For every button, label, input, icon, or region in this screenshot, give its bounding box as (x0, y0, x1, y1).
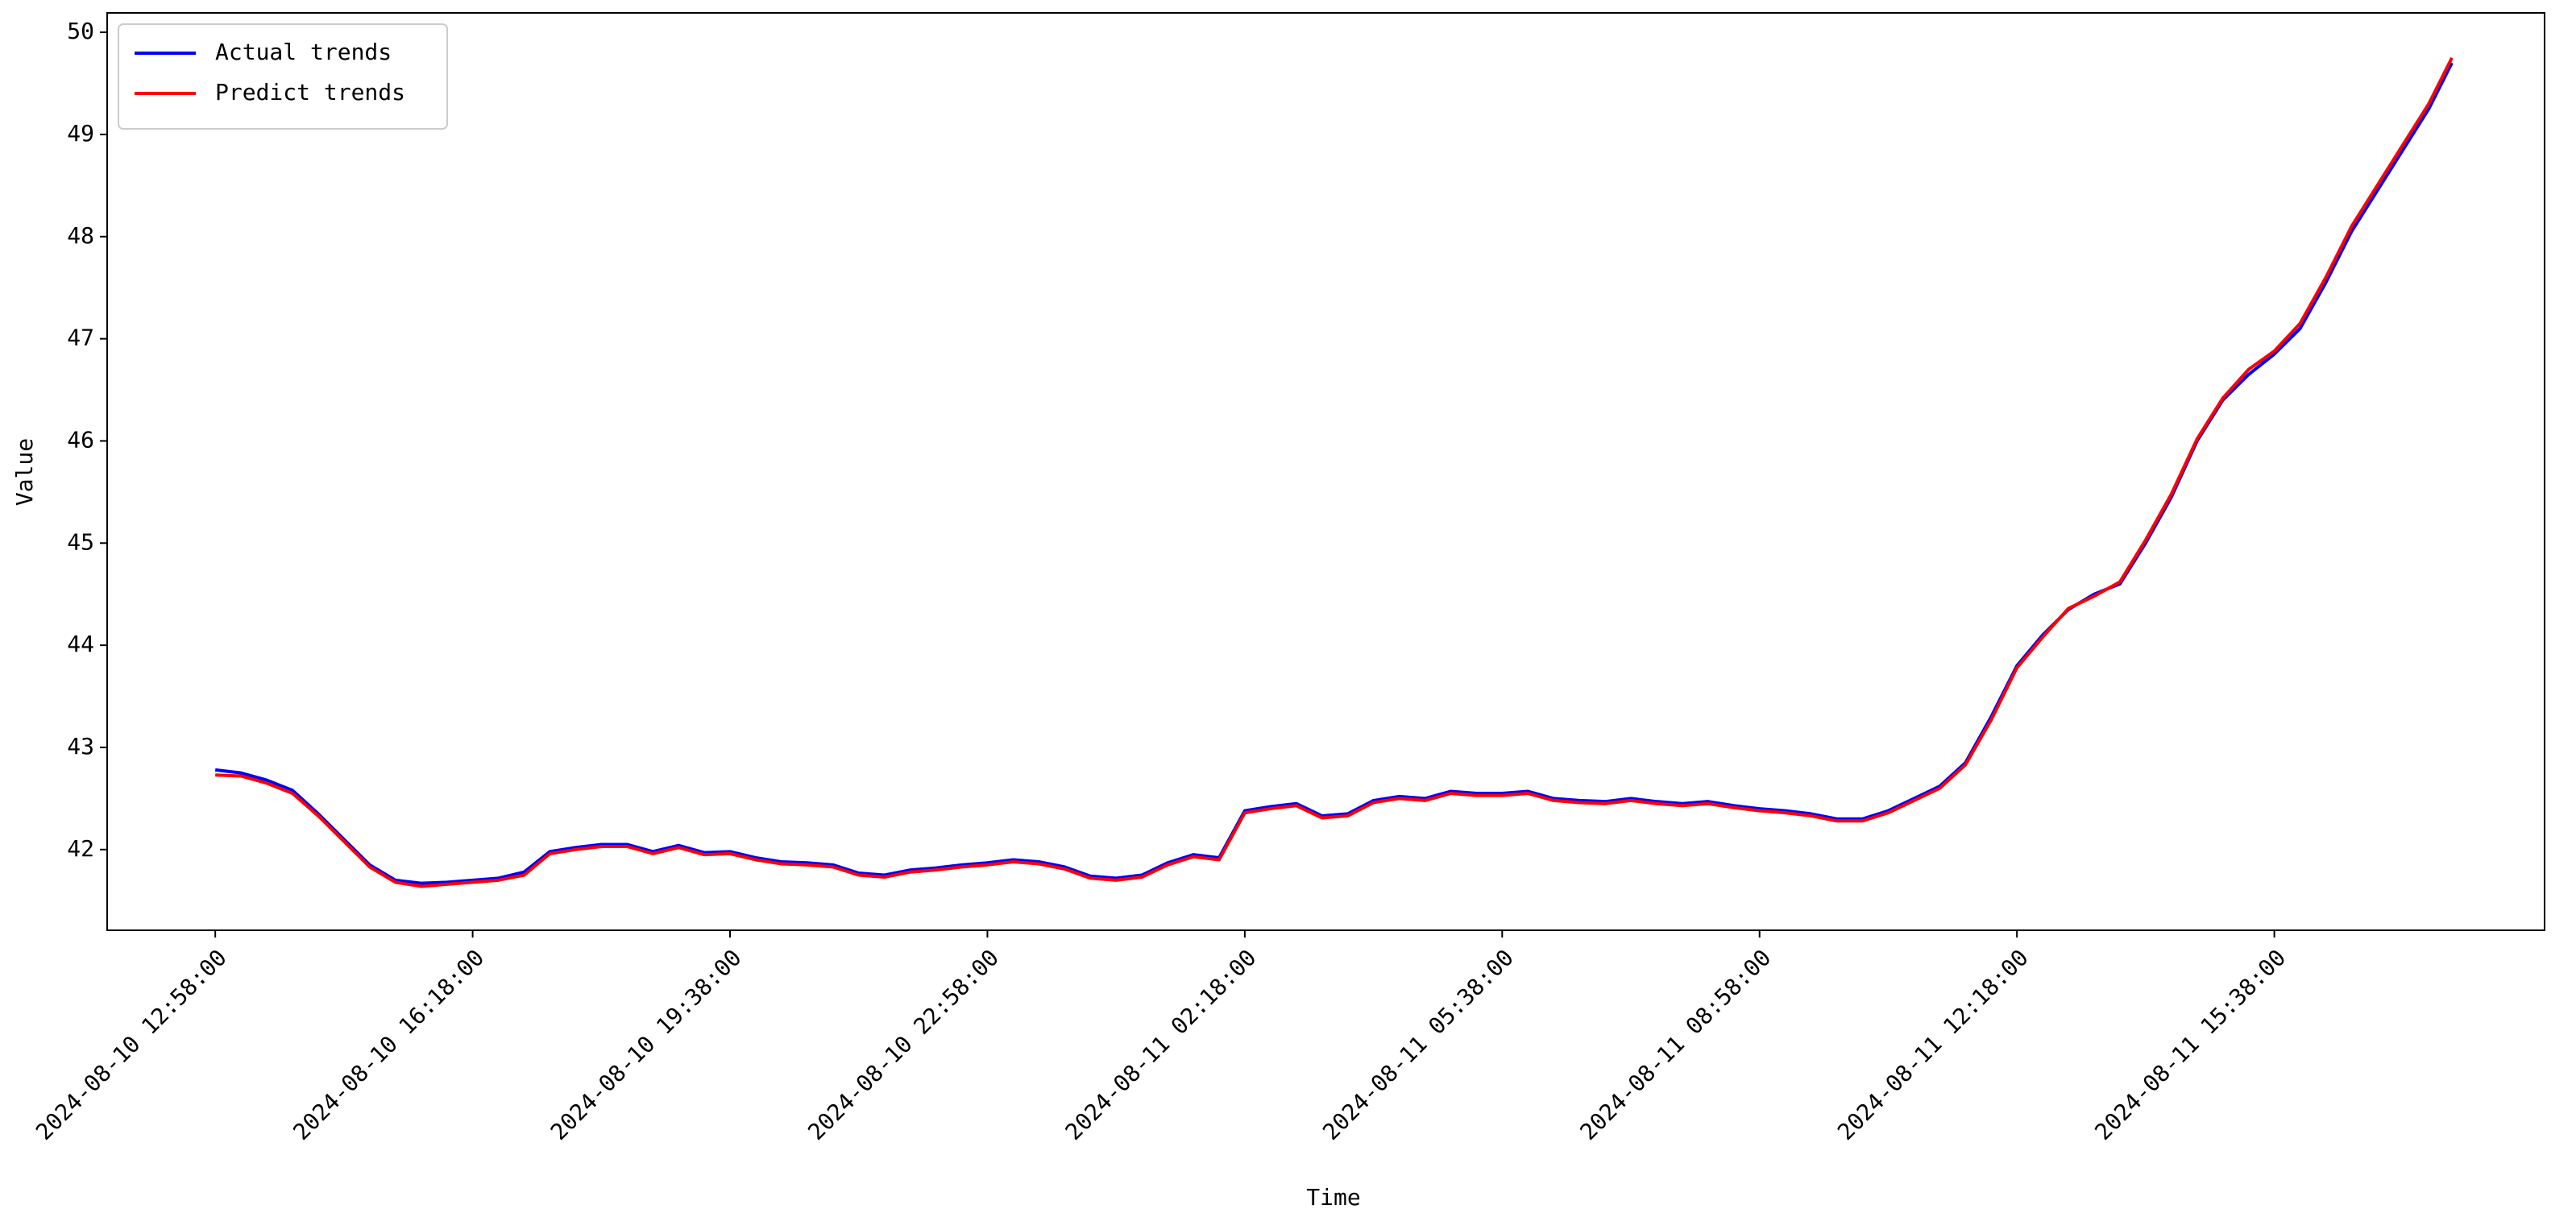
y-axis-label: Value (11, 438, 38, 506)
y-tick-label: 48 (67, 222, 94, 249)
legend: Actual trends Predict trends (118, 23, 448, 130)
x-tick-label: 2024-08-11 02:18:00 (1060, 944, 1262, 1145)
x-tick-label: 2024-08-11 12:18:00 (1832, 944, 2034, 1145)
x-tick-label: 2024-08-11 08:58:00 (1575, 944, 1777, 1145)
x-tick-label: 2024-08-10 22:58:00 (803, 944, 1004, 1145)
x-tick-label: 2024-08-10 16:18:00 (288, 944, 489, 1145)
y-tick-label: 50 (67, 18, 94, 44)
x-tick-label: 2024-08-11 15:38:00 (2089, 944, 2291, 1145)
y-tick-label: 49 (67, 120, 94, 147)
y-tick-label: 46 (67, 426, 94, 453)
legend-box (118, 23, 448, 130)
plot-frame (106, 12, 2545, 931)
y-tick-label: 44 (67, 631, 94, 657)
legend-label: Actual trends (215, 39, 392, 65)
y-tick-label: 43 (67, 733, 94, 760)
y-tick-label: 42 (67, 835, 94, 862)
x-tick-label: 2024-08-10 19:38:00 (545, 944, 747, 1145)
x-tick-label: 2024-08-11 05:38:00 (1317, 944, 1519, 1145)
x-tick-label: 2024-08-10 12:58:00 (31, 944, 232, 1145)
series-line (214, 62, 2454, 885)
y-tick-label: 47 (67, 325, 94, 351)
x-axis-label: Time (1306, 1184, 1360, 1211)
legend-label: Predict trends (215, 79, 405, 106)
series-line (215, 56, 2454, 888)
y-tick-label: 45 (67, 528, 94, 555)
